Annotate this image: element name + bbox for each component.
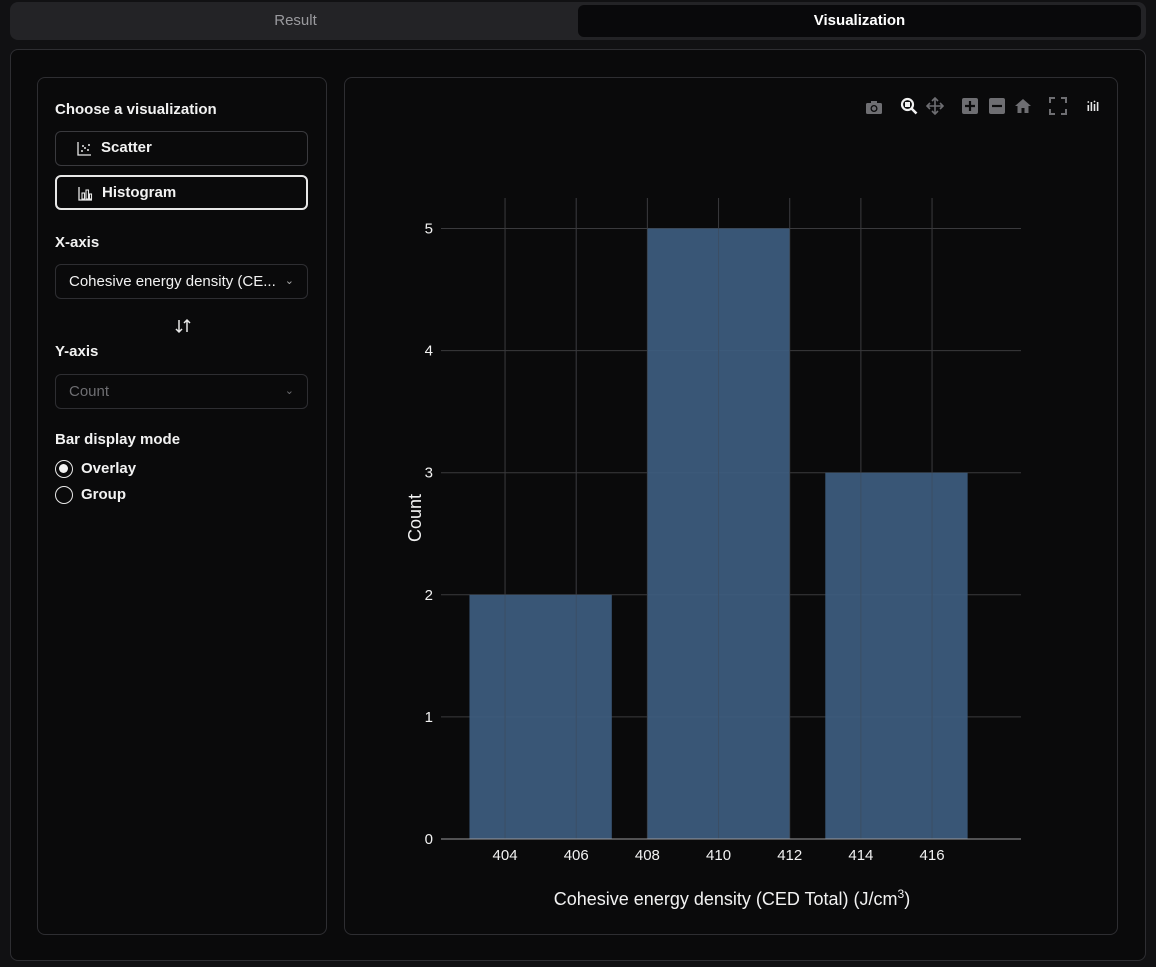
- scatter-button[interactable]: Scatter: [55, 131, 308, 166]
- group-label: Group: [81, 486, 126, 503]
- x-tick-label: 414: [848, 847, 873, 864]
- plotly-logo-icon[interactable]: [1084, 97, 1102, 115]
- scatter-label: Scatter: [101, 139, 152, 156]
- chart-panel: 404 406 408 410 412 414 416 0 1 2 3 4 5 Count Cohesi…: [344, 77, 1118, 935]
- x-axis-select[interactable]: Cohesive energy density (CE... ⌄: [55, 264, 308, 299]
- x-axis-title-end: ): [904, 889, 910, 909]
- tab-visualization[interactable]: Visualization: [578, 5, 1141, 37]
- histogram-button[interactable]: Histogram: [55, 175, 308, 210]
- pan-icon[interactable]: [926, 97, 944, 115]
- y-axis-value: Count: [69, 383, 110, 400]
- y-tick-label: 3: [425, 465, 433, 482]
- y-axis-select: Count ⌄: [55, 374, 308, 409]
- controls-panel: Choose a visualization Scatter Histogram…: [37, 77, 327, 935]
- home-icon[interactable]: [1014, 97, 1032, 115]
- histogram-bar[interactable]: [469, 594, 612, 839]
- y-tick-label: 5: [425, 221, 433, 238]
- x-tick-label: 412: [777, 847, 802, 864]
- tab-result[interactable]: Result: [274, 12, 317, 29]
- x-tick-label: 404: [493, 847, 518, 864]
- overlay-radio[interactable]: [55, 460, 73, 478]
- y-tick-label: 0: [425, 831, 433, 848]
- y-tick-label: 1: [425, 709, 433, 726]
- x-axis-value: Cohesive energy density (CE...: [69, 273, 276, 290]
- swap-axes-icon[interactable]: [174, 317, 192, 335]
- zoom-out-icon[interactable]: [988, 97, 1006, 115]
- x-axis-title-main: Cohesive energy density (CED Total) (J/c…: [554, 889, 898, 909]
- histogram-bar[interactable]: [647, 228, 790, 839]
- histogram-bar[interactable]: [825, 472, 968, 839]
- view-tabs: Result Visualization: [10, 2, 1146, 40]
- x-tick-label: 408: [635, 847, 660, 864]
- y-axis-label: Y-axis: [55, 343, 99, 360]
- chevron-down-icon: ⌄: [284, 385, 294, 397]
- y-tick-label: 4: [425, 343, 433, 360]
- x-tick-label: 410: [706, 847, 731, 864]
- group-radio-row[interactable]: Group: [55, 485, 175, 505]
- bar-display-mode-label: Bar display mode: [55, 431, 181, 448]
- camera-icon[interactable]: [865, 98, 883, 116]
- scatter-chart-icon: [77, 142, 91, 156]
- autoscale-icon[interactable]: [1049, 97, 1067, 115]
- y-tick-label: 2: [425, 587, 433, 604]
- x-axis-title-superscript: 3: [898, 887, 905, 901]
- x-axis-title: Cohesive energy density (CED Total) (J/c…: [554, 887, 910, 909]
- histogram-label: Histogram: [102, 184, 177, 201]
- y-axis-title: Count: [405, 494, 425, 542]
- x-tick-label: 416: [920, 847, 945, 864]
- histogram-chart-icon: [78, 187, 93, 201]
- choose-visualization-label: Choose a visualization: [55, 101, 217, 118]
- overlay-radio-row[interactable]: Overlay: [55, 459, 175, 479]
- group-radio[interactable]: [55, 486, 73, 504]
- chevron-down-icon: ⌄: [284, 275, 294, 287]
- x-tick-label: 406: [564, 847, 589, 864]
- overlay-label: Overlay: [81, 460, 137, 477]
- zoom-in-icon[interactable]: [961, 97, 979, 115]
- zoom-icon[interactable]: [900, 97, 918, 115]
- x-axis-label: X-axis: [55, 234, 100, 251]
- histogram-chart: 404 406 408 410 412 414 416 0 1 2 3 4 5 Count Cohesi…: [405, 198, 1021, 909]
